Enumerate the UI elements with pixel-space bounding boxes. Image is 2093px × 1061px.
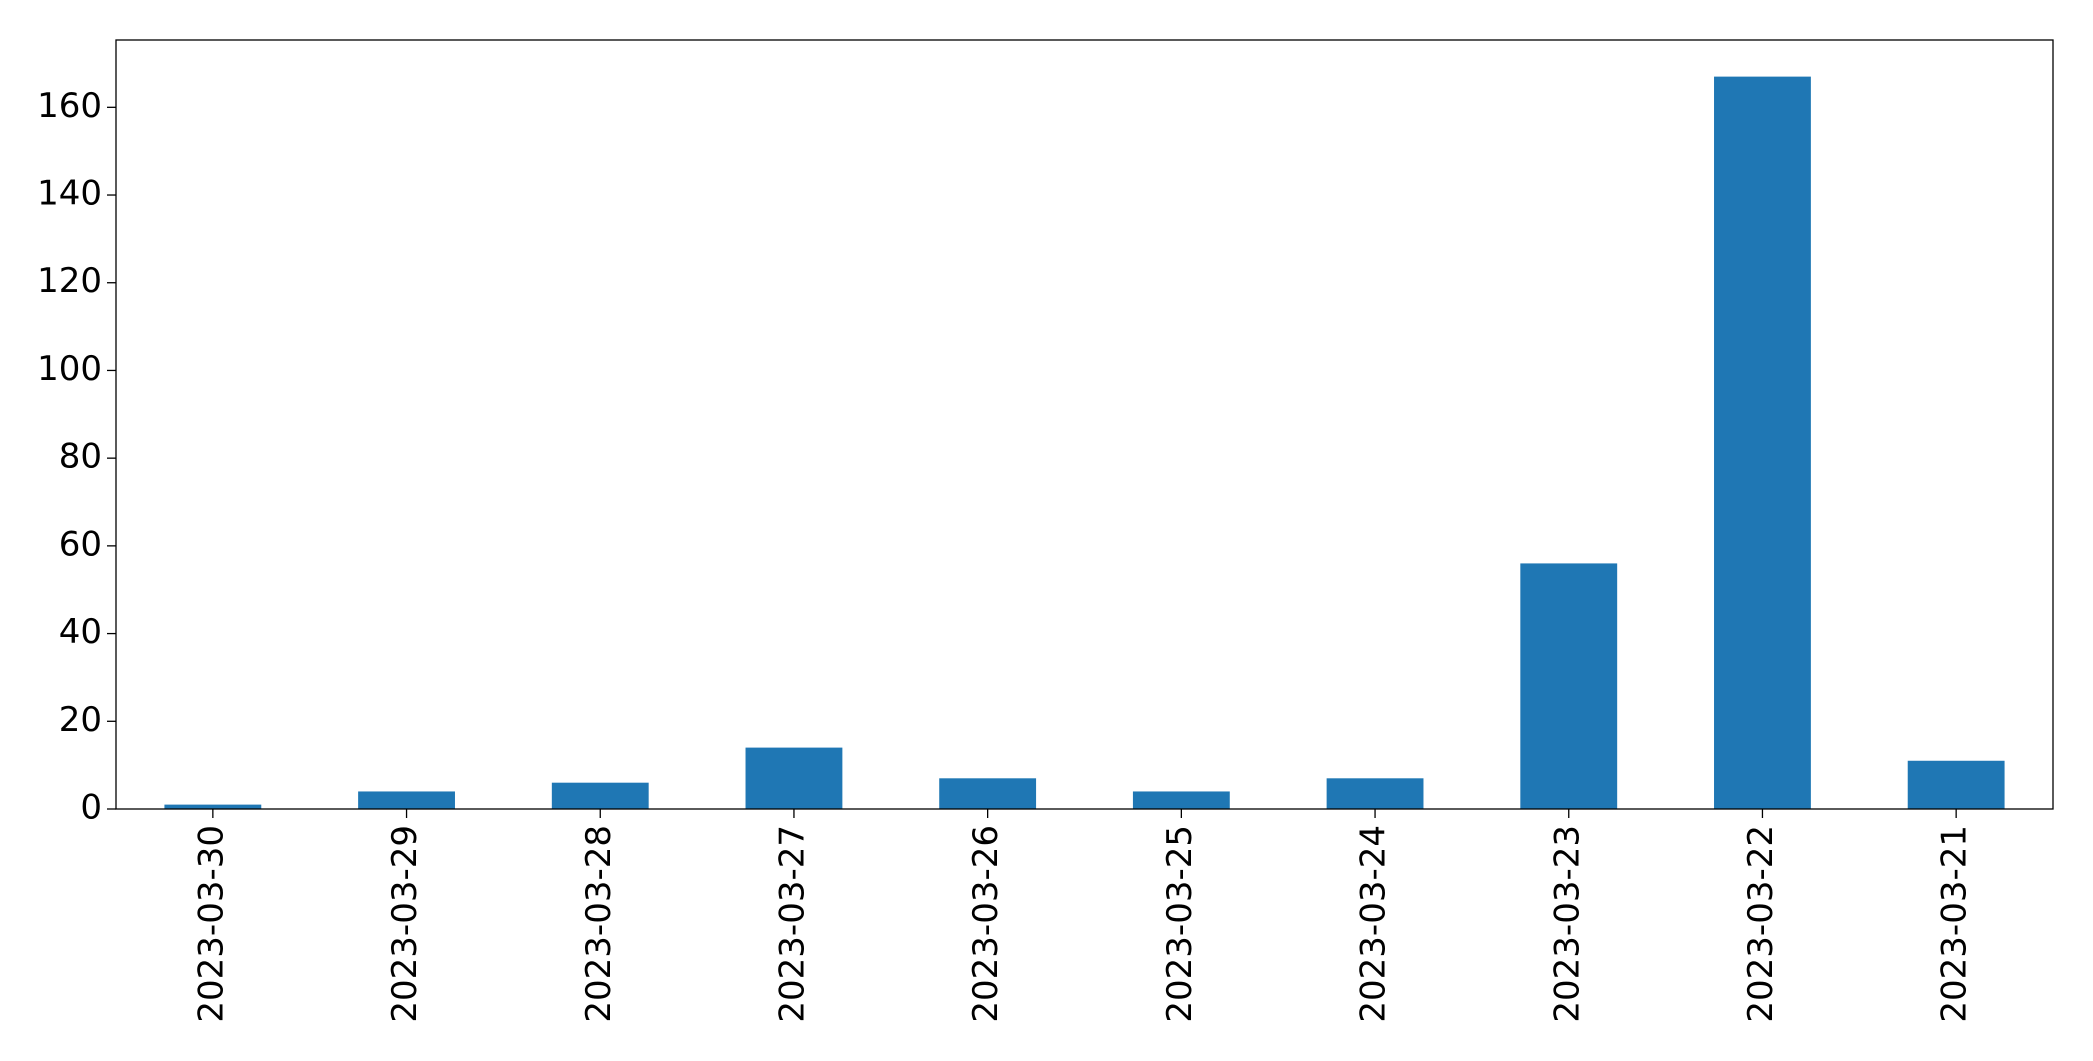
y-tick-label: 160 xyxy=(37,86,102,126)
bar xyxy=(358,791,455,809)
plot-frame xyxy=(115,39,2054,810)
x-tick-label: 2023-03-24 xyxy=(1354,825,1394,1023)
bar xyxy=(1714,76,1811,810)
y-tick-label: 20 xyxy=(59,700,102,740)
y-tick-label: 100 xyxy=(37,349,102,389)
y-tick-label: 140 xyxy=(37,174,102,214)
bar xyxy=(1326,778,1424,809)
y-tick-label: 0 xyxy=(80,788,102,828)
y-tick-label: 60 xyxy=(59,524,102,564)
y-tick-label: 80 xyxy=(59,437,102,477)
x-tick-label: 2023-03-22 xyxy=(1741,825,1781,1023)
y-tick-label: 120 xyxy=(37,261,102,301)
bar xyxy=(1520,563,1618,809)
x-tick-label: 2023-03-21 xyxy=(1935,825,1975,1023)
y-tick-label: 40 xyxy=(59,612,102,652)
x-tick-label: 2023-03-26 xyxy=(966,825,1006,1023)
x-tick-label: 2023-03-27 xyxy=(772,825,812,1023)
x-tick-label: 2023-03-28 xyxy=(579,825,619,1023)
x-tick-label: 2023-03-29 xyxy=(385,825,425,1023)
x-tick-label: 2023-03-30 xyxy=(191,825,231,1023)
bar xyxy=(164,804,262,809)
x-tick-label: 2023-03-23 xyxy=(1547,825,1587,1023)
bar xyxy=(1907,760,2005,809)
x-tick-label: 2023-03-25 xyxy=(1160,825,1200,1023)
bar xyxy=(551,782,649,809)
bar xyxy=(939,778,1037,809)
bar xyxy=(745,747,843,809)
bar xyxy=(1132,791,1230,809)
